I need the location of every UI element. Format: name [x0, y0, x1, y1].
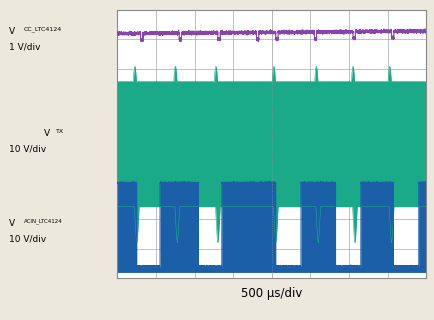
- Text: 10 V/div: 10 V/div: [9, 145, 46, 154]
- Text: TX: TX: [56, 129, 64, 134]
- Text: V: V: [43, 129, 49, 138]
- Text: V: V: [9, 219, 15, 228]
- X-axis label: 500 μs/div: 500 μs/div: [240, 287, 302, 300]
- Text: 1 V/div: 1 V/div: [9, 43, 40, 52]
- Text: ACIN_LTC4124: ACIN_LTC4124: [24, 218, 62, 224]
- Text: 10 V/div: 10 V/div: [9, 235, 46, 244]
- Text: V: V: [9, 27, 15, 36]
- Text: CC_LTC4124: CC_LTC4124: [24, 26, 62, 32]
